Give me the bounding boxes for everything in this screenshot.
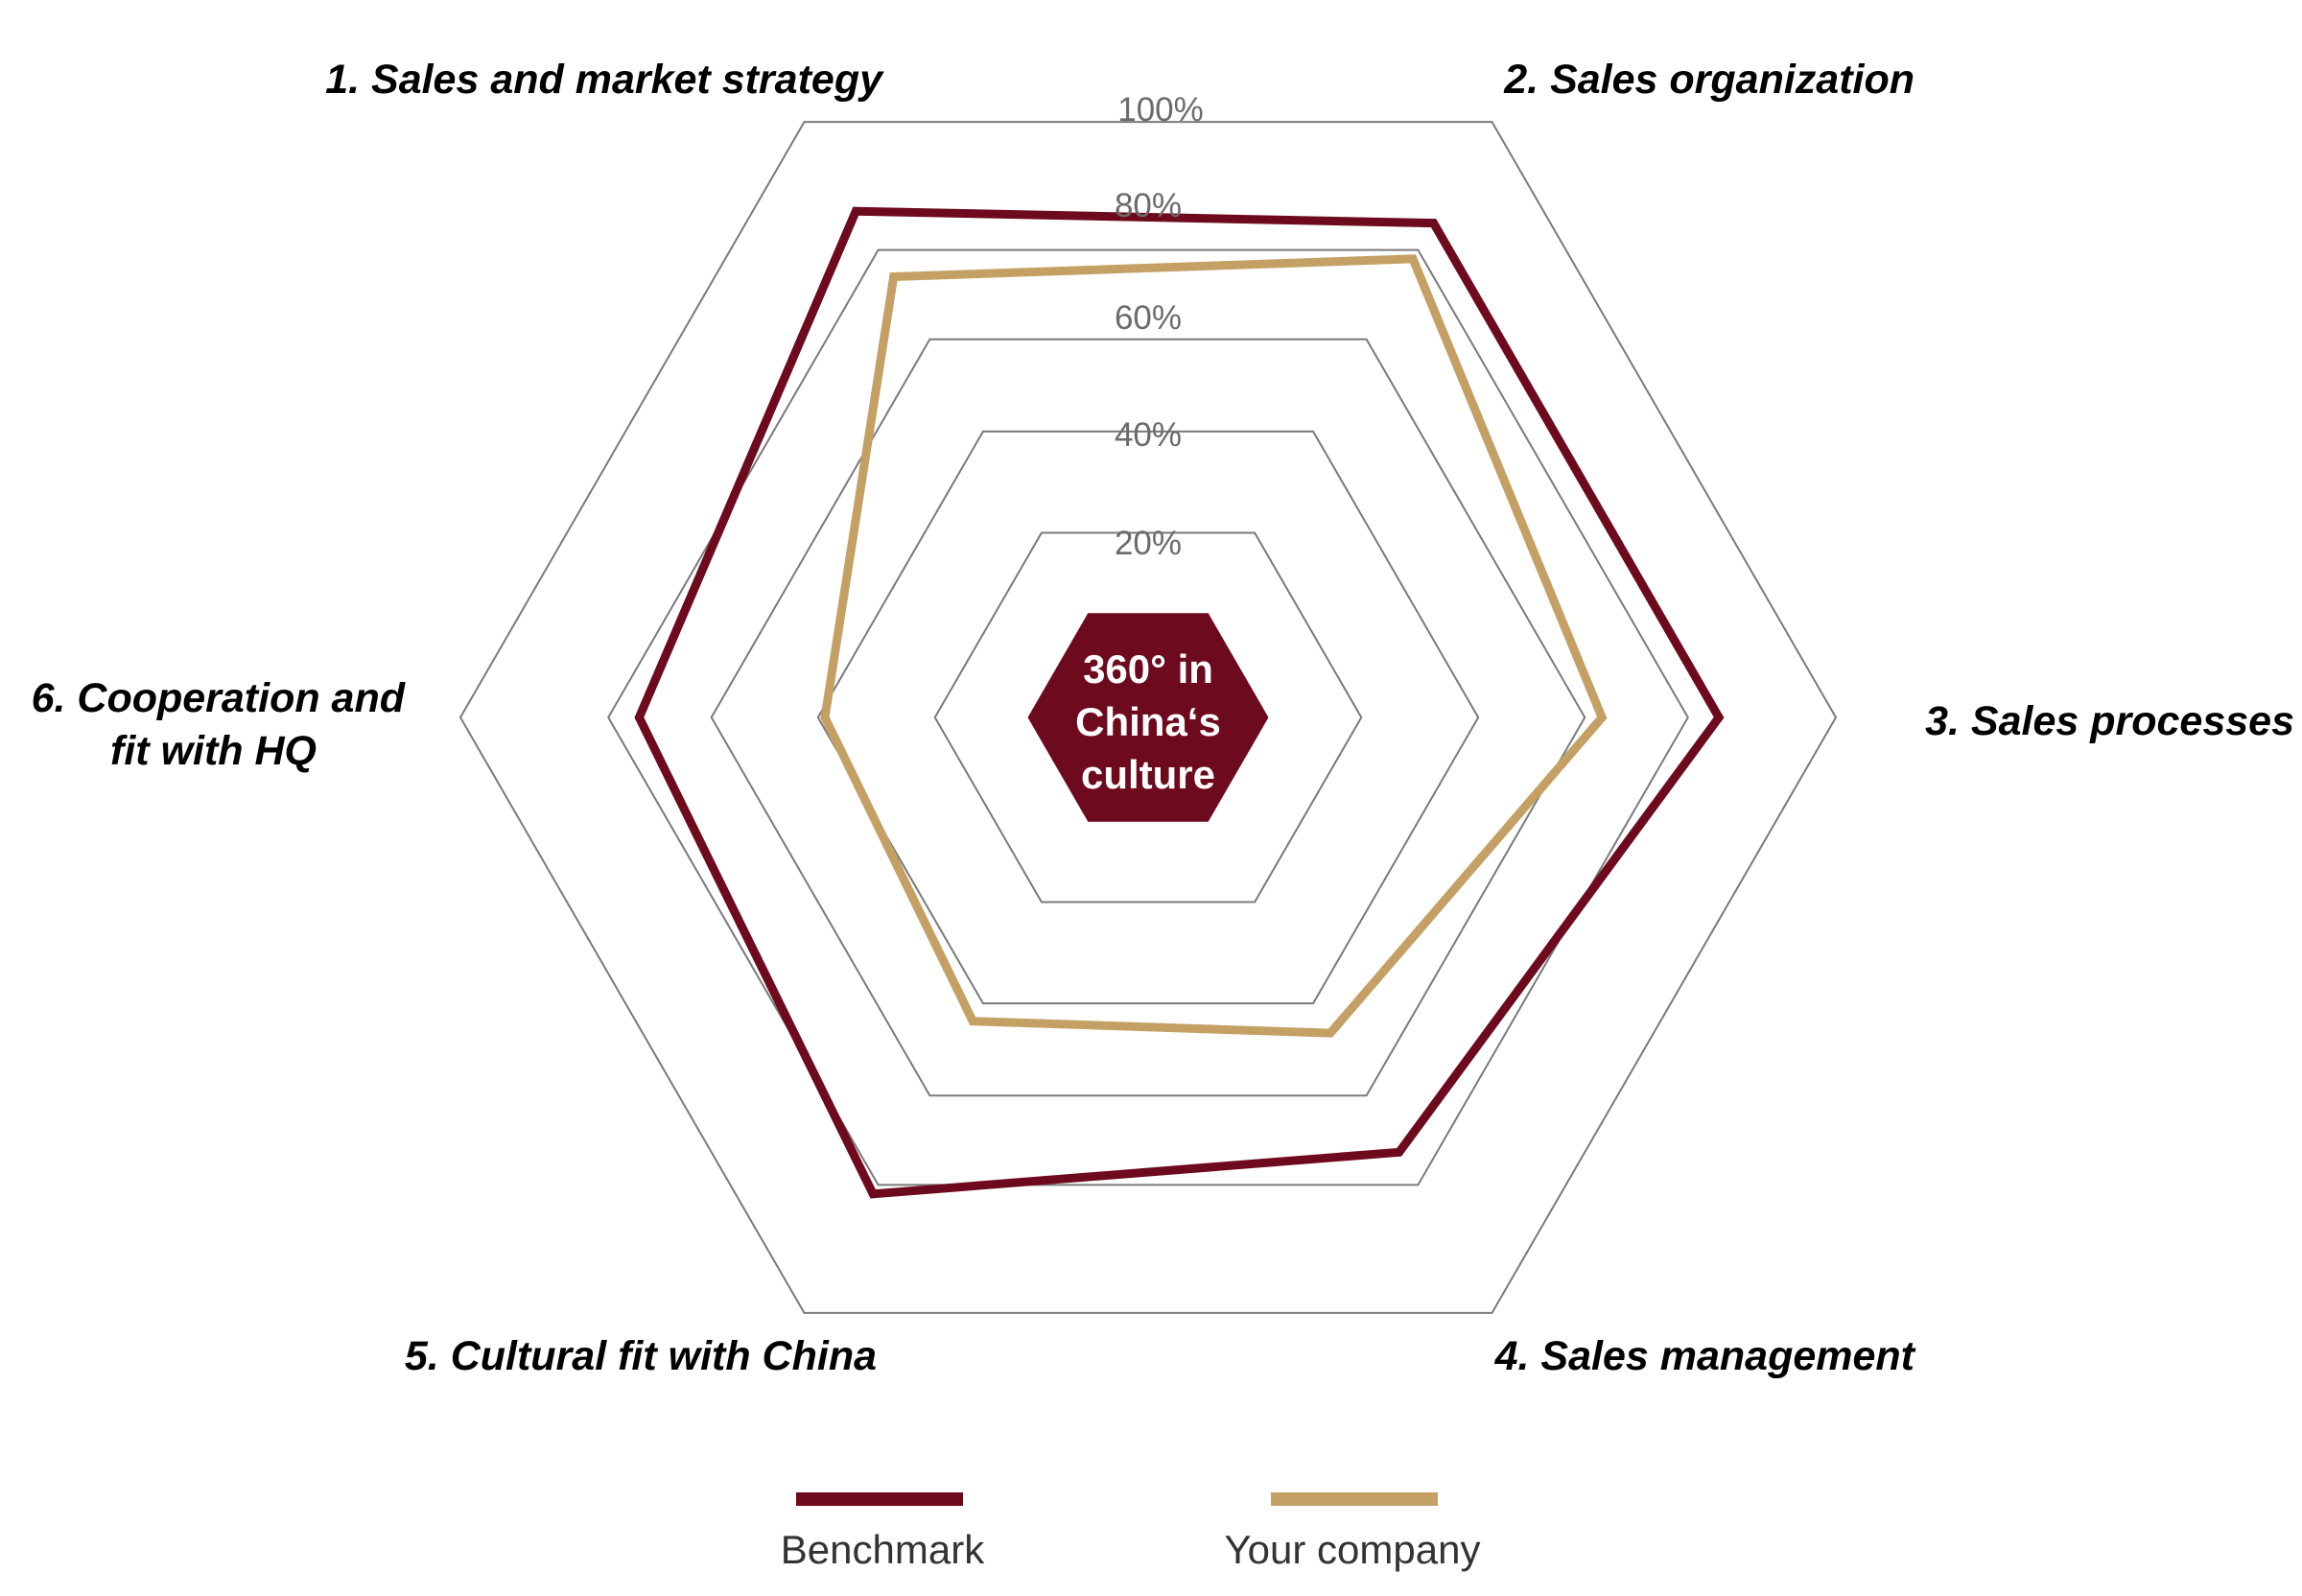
ring-label-20: 20% [1115, 525, 1182, 562]
data-point-your-company-6 [820, 713, 830, 722]
axis-label-sales-management: 4. Sales management [1494, 1333, 1916, 1379]
ring-label-100: 100% [1117, 91, 1204, 129]
center-hexagon [1027, 613, 1269, 822]
ring-label-60: 60% [1115, 299, 1182, 337]
data-point-your-company-3 [1597, 713, 1607, 722]
axis-label-cooperation-hq: 6. Cooperation and fit with HQ [32, 675, 406, 774]
series-layer [634, 206, 1725, 1199]
data-point-your-company-5 [968, 1017, 977, 1026]
axis-label-sales-processes: 3. Sales processes [1925, 698, 2294, 744]
grid-ring-60 [710, 338, 1586, 1097]
axis-labels: 1. Sales and market strategy 2. Sales or… [32, 57, 2294, 1379]
radar-grid [458, 121, 1838, 1314]
data-point-benchmark-2 [1429, 219, 1439, 228]
center-label: 360° in China‘s culture [1075, 646, 1221, 797]
legend: Benchmark Your company [781, 1492, 1481, 1572]
legend-label-benchmark: Benchmark [781, 1527, 985, 1572]
grid-ring-40 [816, 430, 1480, 1005]
ring-label-40: 40% [1115, 416, 1182, 454]
data-point-benchmark-5 [868, 1189, 878, 1199]
data-point-your-company-1 [889, 272, 899, 281]
data-point-your-company-4 [1326, 1028, 1335, 1038]
data-point-benchmark-3 [1714, 713, 1724, 722]
axis-label-sales-market-strategy: 1. Sales and market strategy [325, 57, 884, 103]
grid-ring-100 [458, 121, 1838, 1314]
data-point-benchmark-4 [1395, 1147, 1404, 1157]
axis-label-sales-organization: 2. Sales organization [1503, 57, 1914, 103]
grid-ring-20 [933, 531, 1363, 904]
data-point-benchmark-1 [851, 206, 860, 216]
data-point-benchmark-6 [634, 713, 644, 722]
legend-label-your-company: Your company [1225, 1527, 1481, 1572]
data-point-your-company-2 [1408, 254, 1418, 264]
axis-label-cultural-fit: 5. Cultural fit with China [405, 1333, 877, 1379]
ring-labels: 20% 40% 60% 80% 100% [1115, 91, 1204, 562]
ring-label-80: 80% [1115, 187, 1182, 224]
grid-ring-80 [607, 248, 1689, 1186]
